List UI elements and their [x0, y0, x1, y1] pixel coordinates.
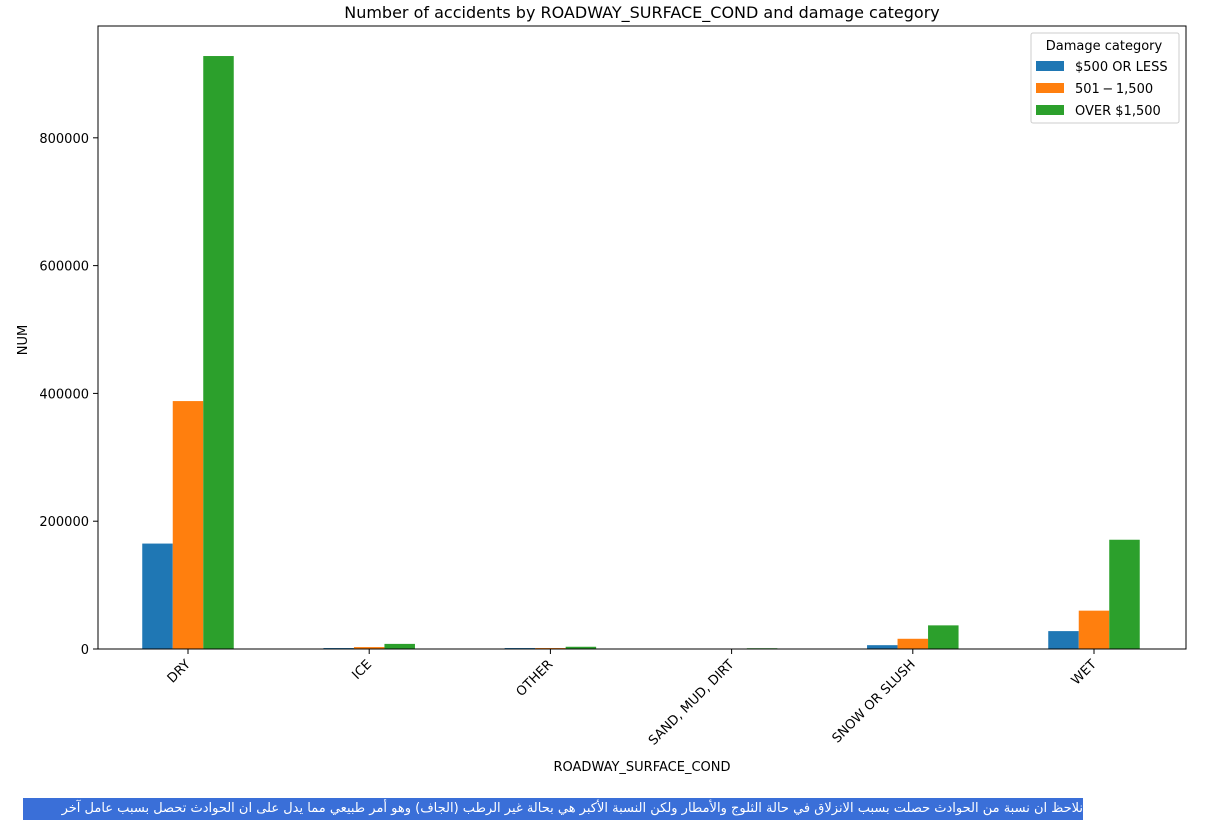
y-axis-label: NUM — [16, 325, 31, 355]
y-tick-label: 0 — [81, 643, 89, 658]
x-axis-label: ROADWAY_SURFACE_COND — [554, 760, 731, 775]
bar-series2-cat5 — [897, 638, 929, 649]
y-tick-label: 600000 — [39, 260, 89, 275]
bar-series3-cat1 — [203, 56, 234, 649]
chart-title: Number of accidents by ROADWAY_SURFACE_C… — [344, 3, 940, 23]
bar-series2-cat1 — [172, 401, 204, 649]
legend-title: Damage category — [1046, 39, 1163, 54]
x-tick-label: ICE — [349, 657, 375, 683]
legend-swatch-500-or-less — [1036, 61, 1064, 71]
bar-series3-cat5 — [928, 625, 959, 649]
y-tick-label: 200000 — [39, 515, 89, 530]
x-tick-label: SNOW OR SLUSH — [830, 657, 919, 746]
y-axis: 0 200000 400000 600000 800000 — [39, 132, 98, 658]
bar-series1-cat5 — [867, 645, 898, 649]
bar-series3-cat2 — [384, 643, 415, 649]
legend-label-501-1500: 501 − 1,500 — [1075, 82, 1153, 97]
bars-group — [142, 56, 1140, 649]
y-tick-label: 800000 — [39, 132, 89, 147]
x-tick-label: DRY — [165, 657, 194, 686]
bar-series3-cat3 — [565, 646, 597, 649]
legend-label-over-1500: OVER $1,500 — [1075, 104, 1161, 119]
x-tick-label: OTHER — [514, 657, 557, 700]
legend-box — [1030, 32, 1180, 124]
legend-label-500-or-less: $500 OR LESS — [1075, 60, 1168, 75]
x-tick-label: WET — [1069, 657, 1100, 688]
plot-frame — [97, 25, 1187, 650]
bar-series2-cat2 — [353, 647, 385, 649]
bar-series2-cat6 — [1078, 610, 1110, 649]
legend-swatch-over-1500 — [1036, 105, 1064, 115]
legend: Damage category $500 OR LESS 501 − 1,500… — [1030, 32, 1180, 124]
x-axis: DRY ICE OTHER SAND, MUD, DIRT SNOW OR SLUSH W… — [165, 649, 1100, 749]
legend-swatch-501-1500 — [1036, 83, 1064, 93]
caption-note: نلاحظ ان نسبة من الحوادث حصلت بسبب الانز… — [23, 798, 1083, 820]
bar-series3-cat6 — [1109, 539, 1140, 649]
bar-series1-cat6 — [1048, 631, 1079, 649]
y-tick-label: 400000 — [39, 387, 89, 402]
x-tick-label: SAND, MUD, DIRT — [646, 657, 737, 748]
bar-series1-cat1 — [142, 543, 173, 649]
